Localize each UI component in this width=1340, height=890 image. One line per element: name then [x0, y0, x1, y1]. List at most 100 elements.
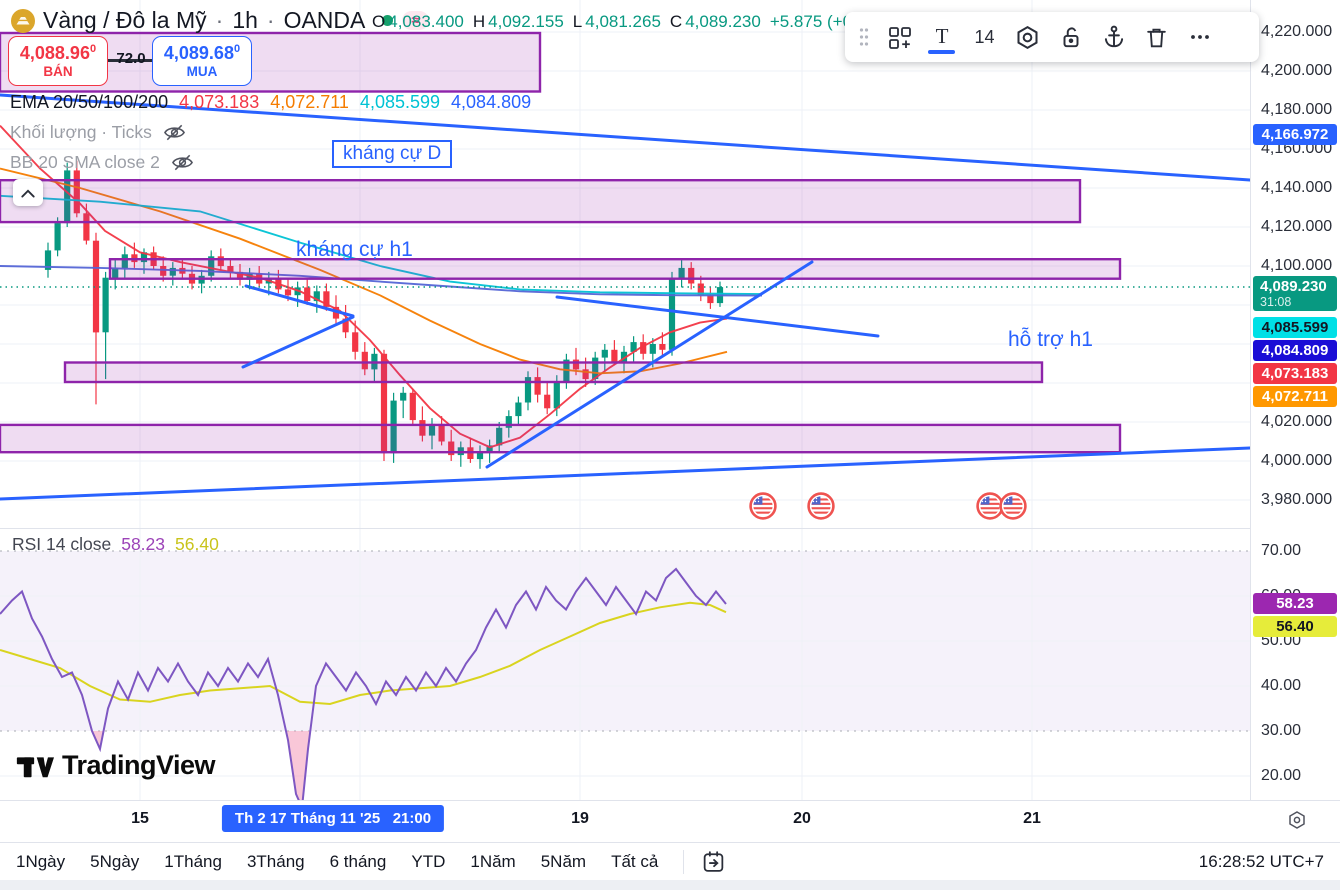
- text-tool-button-active[interactable]: T: [920, 17, 963, 57]
- ema50-value: 4,072.711: [270, 92, 349, 112]
- scroll-strip: [0, 880, 1340, 890]
- sell-button[interactable]: 4,088.960 BÁN: [8, 36, 108, 86]
- price-tick: 4,100.000: [1261, 257, 1333, 274]
- gear-icon: [1017, 25, 1038, 49]
- high-value: 4,092.155: [488, 12, 564, 31]
- time-scale[interactable]: 15 19 20 21 Th 2 17 Tháng 11 '25 21:00: [0, 800, 1340, 843]
- ema-legend-row[interactable]: EMA 20/50/100/200 4,073.183 4,072.711 4,…: [10, 92, 531, 113]
- rsi-tick: 70.00: [1261, 542, 1302, 559]
- go-to-date-button[interactable]: [701, 849, 726, 874]
- anchor-button[interactable]: [1092, 17, 1135, 57]
- us-flag-event-icon[interactable]: [976, 492, 1004, 520]
- ema100-value: 4,085.599: [359, 92, 441, 112]
- approx-price-badge[interactable]: ≈: [402, 11, 429, 30]
- ellipsis-icon: [1190, 35, 1209, 39]
- gold-coin-icon: [10, 8, 36, 34]
- tradingview-logo[interactable]: TradingView: [16, 750, 216, 781]
- annotation-support-h1[interactable]: hỗ trợ h1: [1008, 328, 1093, 351]
- rsi-badge: 56.40: [1253, 616, 1337, 637]
- chevron-up-icon: [21, 189, 35, 197]
- buy-price-sup: 0: [233, 42, 241, 55]
- bar-countdown: 31:08: [1260, 295, 1292, 309]
- high-label: H: [472, 12, 486, 31]
- range-button[interactable]: YTD: [411, 851, 446, 871]
- market-status-dot[interactable]: [382, 15, 394, 26]
- objects-grid-plus-icon: [888, 27, 911, 49]
- more-options-button[interactable]: [1178, 17, 1221, 57]
- us-flag-event-icon[interactable]: [807, 492, 835, 520]
- ema-title: EMA 20/50/100/200: [10, 92, 169, 112]
- price-tick: 4,120.000: [1261, 218, 1333, 235]
- price-tick: 4,180.000: [1261, 101, 1333, 118]
- bb-legend-row[interactable]: BB 20 SMA close 2: [10, 152, 194, 173]
- eye-off-icon[interactable]: [163, 123, 186, 142]
- range-button[interactable]: 1Tháng: [164, 851, 222, 871]
- price-badge: 4,166.972: [1253, 124, 1337, 145]
- range-button[interactable]: 3Tháng: [246, 851, 305, 871]
- anchor-icon: [1104, 25, 1123, 48]
- close-value: 4,089.230: [685, 12, 761, 31]
- range-button[interactable]: 5Ngày: [90, 851, 140, 871]
- buy-button[interactable]: 4,089.680 MUA: [152, 36, 252, 86]
- price-scale[interactable]: 4,220.000 4,200.000 4,180.000 4,160.000 4,14…: [1250, 0, 1340, 800]
- range-button[interactable]: 5Năm: [540, 851, 587, 871]
- rsi-title: RSI 14 close: [12, 534, 112, 554]
- price-tick: 4,000.000: [1261, 452, 1333, 469]
- pane-divider[interactable]: [0, 528, 1250, 529]
- logo-text: TradingView: [62, 750, 216, 780]
- time-tick: 15: [131, 810, 149, 827]
- range-button[interactable]: 6 tháng: [329, 851, 387, 871]
- us-flag-event-icon[interactable]: [749, 492, 777, 520]
- price-badge: 4,085.599: [1253, 317, 1337, 338]
- range-button[interactable]: Tất cả: [611, 851, 659, 871]
- settings-button[interactable]: [1006, 17, 1049, 57]
- trash-icon: [1147, 28, 1166, 47]
- sell-label: BÁN: [43, 63, 73, 79]
- ema200-value: 4,084.809: [451, 92, 532, 112]
- annotation-resistance-d[interactable]: kháng cự D: [332, 140, 453, 168]
- buy-label: MUA: [186, 63, 218, 79]
- font-size-selector[interactable]: 14: [974, 26, 995, 47]
- volume-legend-row[interactable]: Khối lượng · Ticks: [10, 122, 186, 143]
- price-tick: 4,200.000: [1261, 62, 1333, 79]
- bottom-toolbar: 1Ngày 5Ngày 1Tháng 3Tháng 6 tháng YTD 1Năm 5Năm…: [0, 842, 1340, 880]
- clock[interactable]: 16:28:52 UTC+7: [1198, 851, 1324, 871]
- rsi-tick: 20.00: [1261, 767, 1302, 784]
- separator: [265, 7, 277, 34]
- divider: [683, 849, 685, 874]
- tradingview-mark-icon: [16, 756, 54, 777]
- drag-dots-icon: [859, 28, 869, 46]
- collapse-legend-button[interactable]: [13, 179, 43, 206]
- symbol-name[interactable]: Vàng / Đô la Mỹ: [43, 7, 207, 33]
- lock-button[interactable]: [1049, 17, 1092, 57]
- svg-text:T: T: [935, 24, 948, 48]
- price-tick: 4,020.000: [1261, 413, 1333, 430]
- delete-button[interactable]: [1135, 17, 1178, 57]
- separator: [214, 7, 226, 34]
- eye-off-icon[interactable]: [171, 153, 194, 172]
- time-tick: 19: [571, 810, 589, 827]
- scale-settings-icon[interactable]: [1284, 808, 1310, 837]
- volume-title: Khối lượng · Ticks: [10, 122, 152, 142]
- close-label: C: [669, 12, 683, 31]
- ohlc-values: O 4,083.400 H 4,092.155 L 4,081.265 C 4,089.…: [372, 12, 896, 32]
- time-badge[interactable]: Th 2 17 Tháng 11 '25 21:00: [221, 805, 445, 832]
- price-tick: 3,980.000: [1261, 491, 1333, 508]
- symbol-header: Vàng / Đô la Mỹ 1h OANDA ≈: [10, 7, 429, 34]
- range-button[interactable]: 1Năm: [470, 851, 516, 871]
- price-tick: 4,220.000: [1261, 23, 1333, 40]
- open-label: O: [372, 12, 386, 31]
- add-object-button[interactable]: [877, 17, 920, 57]
- rsi-tick: 30.00: [1261, 722, 1302, 739]
- interval[interactable]: 1h: [232, 7, 258, 33]
- annotation-resistance-h1[interactable]: kháng cự h1: [296, 238, 413, 261]
- exchange[interactable]: OANDA: [283, 7, 366, 33]
- sell-price-sup: 0: [89, 42, 97, 55]
- drawing-toolbar: T 14: [845, 12, 1259, 62]
- us-flag-event-icon[interactable]: [999, 492, 1027, 520]
- spread-connector: [103, 59, 159, 62]
- range-button[interactable]: 1Ngày: [16, 851, 66, 871]
- toolbar-drag-handle[interactable]: [851, 17, 877, 57]
- spread-value: 72.0: [116, 50, 146, 67]
- rsi-legend-row[interactable]: RSI 14 close 58.23 56.40: [12, 534, 219, 555]
